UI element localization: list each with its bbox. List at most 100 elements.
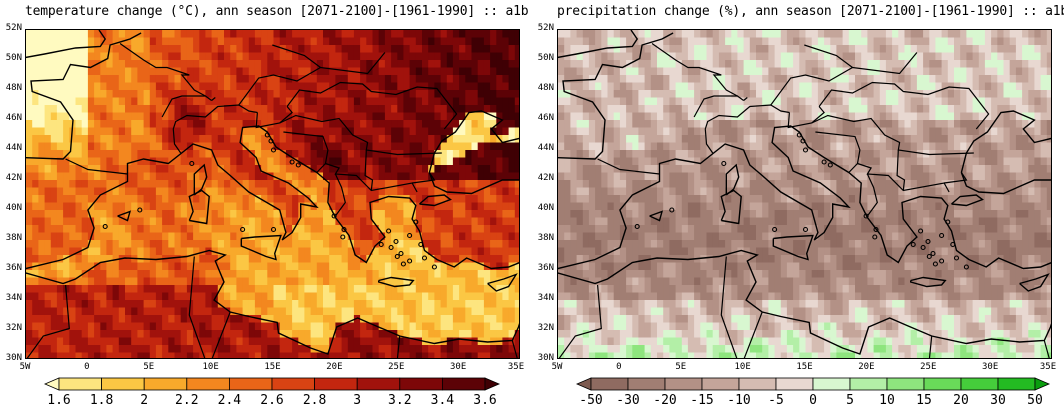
colorbar-tick-label: 2.6 xyxy=(260,393,284,408)
longitude-label: 0 xyxy=(84,362,90,372)
latitude-label: 50N xyxy=(537,53,554,63)
colorbar-swatch xyxy=(886,377,925,391)
colorbar-swatch xyxy=(271,377,315,391)
colorbar-tick-label: 50 xyxy=(1027,393,1043,408)
colorbar-tick-label: 0 xyxy=(809,393,817,408)
colorbar-tick-label: -5 xyxy=(768,393,784,408)
latitude-label: 36N xyxy=(537,263,554,273)
precipitation-panel: precipitation change (%), ann season [20… xyxy=(532,0,1064,413)
colorbar-swatch xyxy=(356,377,401,391)
colorbar-swatch xyxy=(314,377,358,391)
latitude-label: 34N xyxy=(537,293,554,303)
colorbar-swatch xyxy=(590,377,629,391)
latitude-label: 52N xyxy=(537,23,554,33)
colorbar-tick-label: -15 xyxy=(690,393,714,408)
temperature-map[interactable] xyxy=(25,29,520,359)
colorbar-swatch xyxy=(186,377,230,391)
colorbar-tick-label: 2.2 xyxy=(175,393,199,408)
colorbar-tick-label: 1.6 xyxy=(47,393,71,408)
longitude-label: 35E xyxy=(1039,362,1057,372)
colorbar-swatch xyxy=(997,377,1036,391)
country-borders xyxy=(558,43,1050,358)
latitude-label: 34N xyxy=(5,293,22,303)
temperature-colorbar xyxy=(43,377,501,391)
coastlines xyxy=(558,30,1051,355)
longitude-label: 5W xyxy=(19,362,31,372)
panel-title: precipitation change (%), ann season [20… xyxy=(557,4,1064,19)
colorbar-high-arrow xyxy=(1034,377,1051,391)
precipitation-field xyxy=(558,30,1051,358)
latitude-label: 32N xyxy=(5,323,22,333)
panel-title: temperature change (°C), ann season [207… xyxy=(25,4,529,19)
longitude-label: 35E xyxy=(507,362,525,372)
colorbar-low-arrow xyxy=(43,377,60,391)
latitude-label: 50N xyxy=(5,53,22,63)
longitude-label: 5E xyxy=(143,362,155,372)
coastlines xyxy=(26,30,519,355)
colorbar-swatch xyxy=(960,377,999,391)
latitude-label: 48N xyxy=(5,83,22,93)
latitude-label: 30N xyxy=(537,353,554,363)
colorbar-tick-label: -20 xyxy=(653,393,677,408)
colorbar-swatch xyxy=(849,377,888,391)
colorbar-swatch xyxy=(143,377,188,391)
latitude-label: 38N xyxy=(5,233,22,243)
latitude-label: 42N xyxy=(537,173,554,183)
colorbar-tick-label: 15 xyxy=(916,393,932,408)
colorbar-tick-label: 5 xyxy=(846,393,854,408)
colorbar-tick-label: 3.6 xyxy=(473,393,497,408)
latitude-label: 36N xyxy=(5,263,22,273)
latitude-label: 32N xyxy=(537,323,554,333)
colorbar-swatch xyxy=(627,377,666,391)
longitude-label: 10E xyxy=(202,362,219,372)
colorbar-tick-label: 3.4 xyxy=(430,393,455,408)
longitude-label: 15E xyxy=(264,362,281,372)
colorbar-tick-label: -50 xyxy=(579,393,603,408)
colorbar-tick-label: 3 xyxy=(353,393,362,408)
colorbar-tick-label: 2.8 xyxy=(302,393,327,408)
colorbar-tick-label: 10 xyxy=(879,393,895,408)
colorbar-swatch xyxy=(923,377,962,391)
islands xyxy=(102,132,437,270)
colorbar-swatch xyxy=(101,377,145,391)
colorbar-tick-label: -30 xyxy=(616,393,640,408)
longitude-label: 30E xyxy=(449,362,467,372)
latitude-label: 46N xyxy=(5,113,22,123)
latitude-label: 40N xyxy=(5,203,22,213)
temperature-field xyxy=(26,30,519,358)
longitude-label: 0 xyxy=(616,362,622,372)
latitude-label: 48N xyxy=(537,83,554,93)
colorbar-swatch xyxy=(775,377,814,391)
latitude-label: 44N xyxy=(5,143,22,153)
latitude-label: 40N xyxy=(537,203,554,213)
longitude-label: 20E xyxy=(858,362,875,372)
country-borders xyxy=(26,43,518,358)
colorbar-low-arrow xyxy=(575,377,592,391)
latitude-label: 30N xyxy=(5,353,22,363)
latitude-label: 44N xyxy=(537,143,554,153)
latitude-label: 52N xyxy=(5,23,22,33)
colorbar-tick-label: 30 xyxy=(990,393,1006,408)
longitude-label: 20E xyxy=(326,362,343,372)
temperature-panel: temperature change (°C), ann season [207… xyxy=(5,4,529,408)
precipitation-colorbar xyxy=(575,377,1051,391)
longitude-label: 10E xyxy=(734,362,751,372)
longitude-label: 30E xyxy=(981,362,999,372)
colorbar-swatch xyxy=(228,377,273,391)
colorbar-tick-label: 3.2 xyxy=(388,393,412,408)
colorbar-swatch xyxy=(812,377,851,391)
latitude-label: 46N xyxy=(537,113,554,123)
latitude-label: 38N xyxy=(537,233,554,243)
colorbar-swatch xyxy=(58,377,102,391)
longitude-label: 25E xyxy=(920,362,937,372)
latitude-label: 42N xyxy=(5,173,22,183)
colorbar-swatch xyxy=(441,377,486,391)
colorbar-swatch xyxy=(399,377,443,391)
colorbar-high-arrow xyxy=(484,377,501,391)
colorbar-tick-label: 2 xyxy=(140,393,149,408)
colorbar-tick-label: 20 xyxy=(953,393,969,408)
longitude-label: 5E xyxy=(675,362,687,372)
colorbar-tick-label: -10 xyxy=(727,393,751,408)
precipitation-map[interactable] xyxy=(557,29,1052,359)
colorbar-tick-label: 2.4 xyxy=(217,393,242,408)
